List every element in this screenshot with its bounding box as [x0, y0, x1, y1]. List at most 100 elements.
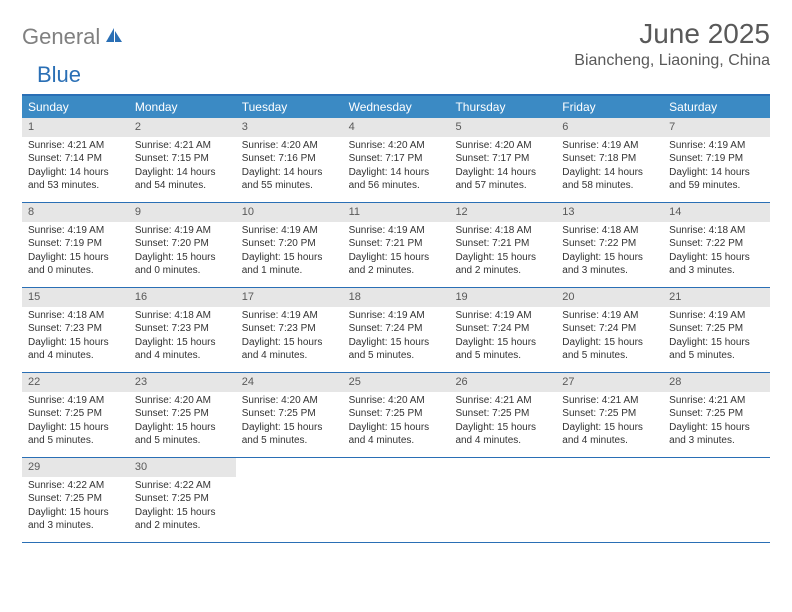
weeks-container: 1Sunrise: 4:21 AMSunset: 7:14 PMDaylight…: [22, 118, 770, 543]
sunrise-line: Sunrise: 4:21 AM: [562, 394, 657, 408]
sunset-line: Sunset: 7:25 PM: [669, 407, 764, 421]
sunset-line: Sunset: 7:19 PM: [28, 237, 123, 251]
day-number: 17: [236, 288, 343, 307]
daylight-line: Daylight: 15 hours and 4 minutes.: [135, 336, 230, 363]
day-number: 28: [663, 373, 770, 392]
sunset-line: Sunset: 7:23 PM: [242, 322, 337, 336]
day-cell: 10Sunrise: 4:19 AMSunset: 7:20 PMDayligh…: [236, 203, 343, 287]
sunrise-line: Sunrise: 4:20 AM: [242, 139, 337, 153]
day-number: 24: [236, 373, 343, 392]
day-body: Sunrise: 4:19 AMSunset: 7:23 PMDaylight:…: [236, 307, 343, 369]
location-text: Biancheng, Liaoning, China: [574, 52, 770, 70]
day-cell: 11Sunrise: 4:19 AMSunset: 7:21 PMDayligh…: [343, 203, 450, 287]
day-number: 6: [556, 118, 663, 137]
daylight-line: Daylight: 15 hours and 2 minutes.: [135, 506, 230, 533]
logo-text-blue: Blue: [37, 62, 81, 88]
week-row: 29Sunrise: 4:22 AMSunset: 7:25 PMDayligh…: [22, 458, 770, 543]
logo: General: [22, 18, 126, 50]
day-cell: 21Sunrise: 4:19 AMSunset: 7:25 PMDayligh…: [663, 288, 770, 372]
week-row: 8Sunrise: 4:19 AMSunset: 7:19 PMDaylight…: [22, 203, 770, 288]
day-number: 2: [129, 118, 236, 137]
sunset-line: Sunset: 7:24 PM: [562, 322, 657, 336]
day-cell: 18Sunrise: 4:19 AMSunset: 7:24 PMDayligh…: [343, 288, 450, 372]
sunrise-line: Sunrise: 4:22 AM: [28, 479, 123, 493]
day-number: 25: [343, 373, 450, 392]
sunset-line: Sunset: 7:25 PM: [455, 407, 550, 421]
day-number: 11: [343, 203, 450, 222]
daylight-line: Daylight: 14 hours and 57 minutes.: [455, 166, 550, 193]
sunrise-line: Sunrise: 4:22 AM: [135, 479, 230, 493]
day-cell: 6Sunrise: 4:19 AMSunset: 7:18 PMDaylight…: [556, 118, 663, 202]
day-cell: 13Sunrise: 4:18 AMSunset: 7:22 PMDayligh…: [556, 203, 663, 287]
day-cell: 26Sunrise: 4:21 AMSunset: 7:25 PMDayligh…: [449, 373, 556, 457]
day-cell: 5Sunrise: 4:20 AMSunset: 7:17 PMDaylight…: [449, 118, 556, 202]
day-body: Sunrise: 4:19 AMSunset: 7:18 PMDaylight:…: [556, 137, 663, 199]
day-body: Sunrise: 4:20 AMSunset: 7:25 PMDaylight:…: [129, 392, 236, 454]
sunrise-line: Sunrise: 4:19 AM: [28, 394, 123, 408]
day-cell-empty: .: [449, 458, 556, 542]
day-cell: 16Sunrise: 4:18 AMSunset: 7:23 PMDayligh…: [129, 288, 236, 372]
day-body: Sunrise: 4:20 AMSunset: 7:25 PMDaylight:…: [343, 392, 450, 454]
day-cell: 27Sunrise: 4:21 AMSunset: 7:25 PMDayligh…: [556, 373, 663, 457]
day-number: 8: [22, 203, 129, 222]
daylight-line: Daylight: 14 hours and 56 minutes.: [349, 166, 444, 193]
sunrise-line: Sunrise: 4:20 AM: [455, 139, 550, 153]
dow-saturday: Saturday: [663, 96, 770, 118]
daylight-line: Daylight: 14 hours and 58 minutes.: [562, 166, 657, 193]
day-body: Sunrise: 4:18 AMSunset: 7:22 PMDaylight:…: [663, 222, 770, 284]
day-body: Sunrise: 4:18 AMSunset: 7:23 PMDaylight:…: [22, 307, 129, 369]
page-title: June 2025: [574, 18, 770, 50]
sunrise-line: Sunrise: 4:18 AM: [669, 224, 764, 238]
daylight-line: Daylight: 15 hours and 4 minutes.: [242, 336, 337, 363]
sunset-line: Sunset: 7:17 PM: [349, 152, 444, 166]
day-number: 29: [22, 458, 129, 477]
daylight-line: Daylight: 15 hours and 2 minutes.: [455, 251, 550, 278]
day-cell: 9Sunrise: 4:19 AMSunset: 7:20 PMDaylight…: [129, 203, 236, 287]
sunset-line: Sunset: 7:25 PM: [349, 407, 444, 421]
day-number: 9: [129, 203, 236, 222]
week-row: 22Sunrise: 4:19 AMSunset: 7:25 PMDayligh…: [22, 373, 770, 458]
day-number: 27: [556, 373, 663, 392]
sunset-line: Sunset: 7:14 PM: [28, 152, 123, 166]
day-body: Sunrise: 4:22 AMSunset: 7:25 PMDaylight:…: [22, 477, 129, 539]
day-cell: 7Sunrise: 4:19 AMSunset: 7:19 PMDaylight…: [663, 118, 770, 202]
title-block: June 2025 Biancheng, Liaoning, China: [574, 18, 770, 70]
daylight-line: Daylight: 15 hours and 3 minutes.: [562, 251, 657, 278]
day-number: 15: [22, 288, 129, 307]
day-cell: 23Sunrise: 4:20 AMSunset: 7:25 PMDayligh…: [129, 373, 236, 457]
sunset-line: Sunset: 7:25 PM: [135, 407, 230, 421]
day-body: Sunrise: 4:22 AMSunset: 7:25 PMDaylight:…: [129, 477, 236, 539]
sunset-line: Sunset: 7:23 PM: [28, 322, 123, 336]
day-cell: 8Sunrise: 4:19 AMSunset: 7:19 PMDaylight…: [22, 203, 129, 287]
day-number: 21: [663, 288, 770, 307]
day-body: Sunrise: 4:21 AMSunset: 7:25 PMDaylight:…: [556, 392, 663, 454]
day-cell: 19Sunrise: 4:19 AMSunset: 7:24 PMDayligh…: [449, 288, 556, 372]
daylight-line: Daylight: 15 hours and 5 minutes.: [28, 421, 123, 448]
sunrise-line: Sunrise: 4:21 AM: [669, 394, 764, 408]
day-body: Sunrise: 4:20 AMSunset: 7:17 PMDaylight:…: [449, 137, 556, 199]
sunrise-line: Sunrise: 4:19 AM: [455, 309, 550, 323]
sunrise-line: Sunrise: 4:19 AM: [242, 309, 337, 323]
sunset-line: Sunset: 7:25 PM: [242, 407, 337, 421]
calendar: Sunday Monday Tuesday Wednesday Thursday…: [22, 94, 770, 543]
day-number: 26: [449, 373, 556, 392]
daylight-line: Daylight: 14 hours and 59 minutes.: [669, 166, 764, 193]
dow-wednesday: Wednesday: [343, 96, 450, 118]
sunrise-line: Sunrise: 4:20 AM: [242, 394, 337, 408]
sunset-line: Sunset: 7:24 PM: [455, 322, 550, 336]
sunrise-line: Sunrise: 4:19 AM: [669, 309, 764, 323]
day-cell: 2Sunrise: 4:21 AMSunset: 7:15 PMDaylight…: [129, 118, 236, 202]
day-cell: 15Sunrise: 4:18 AMSunset: 7:23 PMDayligh…: [22, 288, 129, 372]
sunset-line: Sunset: 7:23 PM: [135, 322, 230, 336]
sunset-line: Sunset: 7:25 PM: [135, 492, 230, 506]
day-number: 19: [449, 288, 556, 307]
day-body: Sunrise: 4:19 AMSunset: 7:24 PMDaylight:…: [556, 307, 663, 369]
day-cell: 20Sunrise: 4:19 AMSunset: 7:24 PMDayligh…: [556, 288, 663, 372]
daylight-line: Daylight: 15 hours and 5 minutes.: [135, 421, 230, 448]
sunset-line: Sunset: 7:18 PM: [562, 152, 657, 166]
sunrise-line: Sunrise: 4:20 AM: [349, 394, 444, 408]
dow-monday: Monday: [129, 96, 236, 118]
day-number: 23: [129, 373, 236, 392]
day-number: 13: [556, 203, 663, 222]
day-body: Sunrise: 4:21 AMSunset: 7:25 PMDaylight:…: [449, 392, 556, 454]
